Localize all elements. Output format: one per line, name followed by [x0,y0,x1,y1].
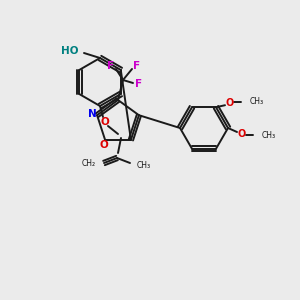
Text: O: O [238,129,246,139]
Text: CH₃: CH₃ [262,131,276,140]
Text: O: O [100,117,109,127]
Text: F: F [107,61,115,71]
Text: F: F [135,79,142,89]
Text: HO: HO [61,46,79,56]
Text: CH₂: CH₂ [82,160,96,169]
Text: CH₃: CH₃ [250,97,264,106]
Text: O: O [226,98,234,108]
Text: O: O [100,140,108,150]
Text: CH₃: CH₃ [137,161,151,170]
Text: F: F [134,61,141,71]
Text: N: N [88,109,97,119]
